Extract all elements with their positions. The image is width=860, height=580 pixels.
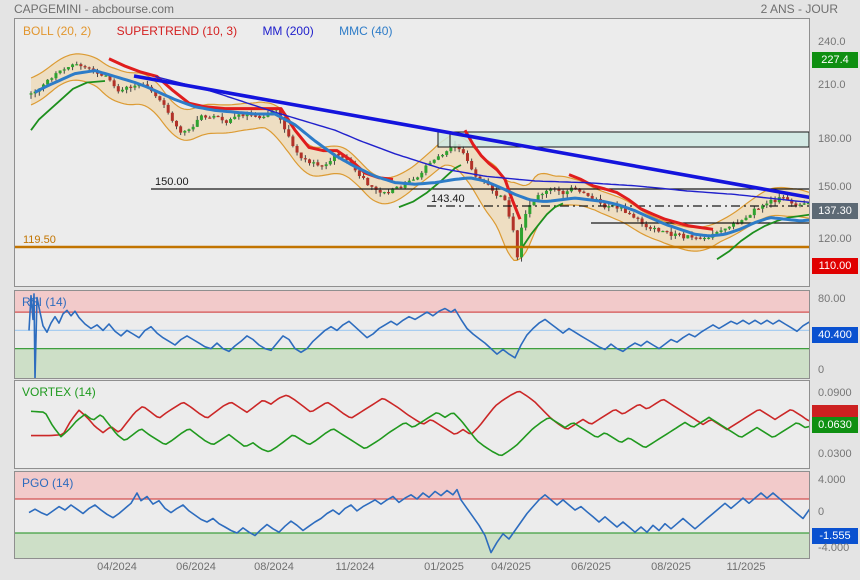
x-tick-label: 06/2025 [571, 561, 611, 573]
bollinger-lower [30, 79, 809, 261]
x-tick-label: 08/2024 [254, 561, 294, 573]
oversold-band [15, 348, 809, 378]
x-tick-label: 01/2025 [424, 561, 464, 573]
y-tick-label: 150.00 [818, 181, 852, 193]
legend-mm200: MM (200) [262, 24, 314, 38]
current-value-badge: 40.400 [812, 327, 858, 343]
x-tick-label: 11/2024 [335, 561, 375, 573]
y-tick-label: 210.0 [818, 79, 846, 91]
current-value-badge: 0.0630 [812, 417, 858, 433]
vortex-label: VORTEX (14) [22, 385, 96, 399]
supertrend-line [716, 213, 809, 260]
support-line-label: 119.50 [23, 234, 56, 246]
x-tick-label: 08/2025 [651, 561, 691, 573]
title-bar: CAPGEMINI - abcbourse.com 2 ANS - JOUR [14, 2, 846, 17]
y-tick-label: 240.0 [818, 36, 846, 48]
x-tick-label: 06/2024 [176, 561, 216, 573]
price-chart: 150.00 143.40 119.50 [15, 53, 809, 262]
overbought-band [15, 472, 809, 499]
y-tick-label: 0.0900 [818, 387, 852, 399]
price-panel: 150.00 143.40 119.50 BOLL (20, 2) SUPERTRE… [14, 18, 810, 287]
mmc40-line [34, 69, 809, 238]
supertrend-line [568, 173, 714, 231]
y-tick-label: 120.00 [818, 233, 852, 245]
legend-supertrend: SUPERTREND (10, 3) [116, 24, 238, 38]
support-line-label: 143.40 [431, 193, 465, 205]
overbought-band [15, 291, 809, 313]
y-tick-label: -4.000 [818, 542, 850, 554]
pgo-panel: PGO (14) [14, 471, 810, 559]
legend-mmc40: MMC (40) [339, 24, 393, 38]
x-tick-label: 04/2024 [97, 561, 137, 573]
supertrend-line [398, 164, 462, 208]
pgo-line [28, 488, 809, 554]
rsi-panel: RSI (14) [14, 290, 810, 379]
vortex-plus-line [30, 410, 809, 457]
current-value-badge: 137.30 [812, 203, 858, 219]
pgo-label: PGO (14) [22, 476, 74, 490]
supertrend-line [522, 202, 564, 247]
timeframe-label: 2 ANS - JOUR [760, 2, 838, 16]
legend-boll: BOLL (20, 2) [23, 24, 92, 38]
pgo-chart [15, 472, 809, 558]
x-tick-label: 11/2025 [726, 561, 766, 573]
y-tick-label: 0 [818, 506, 825, 518]
current-value-badge: -1.555 [812, 528, 858, 544]
oversold-band [15, 533, 809, 558]
indicator-legend: BOLL (20, 2) SUPERTREND (10, 3) MM (200)… [23, 24, 414, 38]
bollinger-fill [31, 53, 809, 261]
support-line-label: 150.00 [155, 176, 189, 188]
y-tick-label: 80.00 [818, 293, 846, 305]
rsi-line [28, 293, 809, 378]
chart-title: CAPGEMINI - abcbourse.com [14, 2, 175, 16]
vortex-minus-line [31, 390, 809, 437]
y-tick-label: 0.0300 [818, 448, 852, 460]
current-value-badge: 110.00 [812, 258, 858, 274]
y-tick-label: 4.000 [818, 474, 846, 486]
supertrend-line [30, 80, 106, 131]
vortex-panel: VORTEX (14) [14, 380, 810, 469]
vortex-chart [30, 390, 809, 457]
y-tick-label: 180.00 [818, 133, 852, 145]
y-tick-label: 0 [818, 364, 825, 376]
current-value-badge: 227.4 [812, 52, 858, 68]
rsi-chart [15, 291, 809, 378]
trendline [133, 74, 809, 200]
mm200-line [154, 75, 809, 204]
supertrend-line [463, 129, 522, 220]
rsi-label: RSI (14) [22, 295, 67, 309]
x-tick-label: 04/2025 [491, 561, 531, 573]
